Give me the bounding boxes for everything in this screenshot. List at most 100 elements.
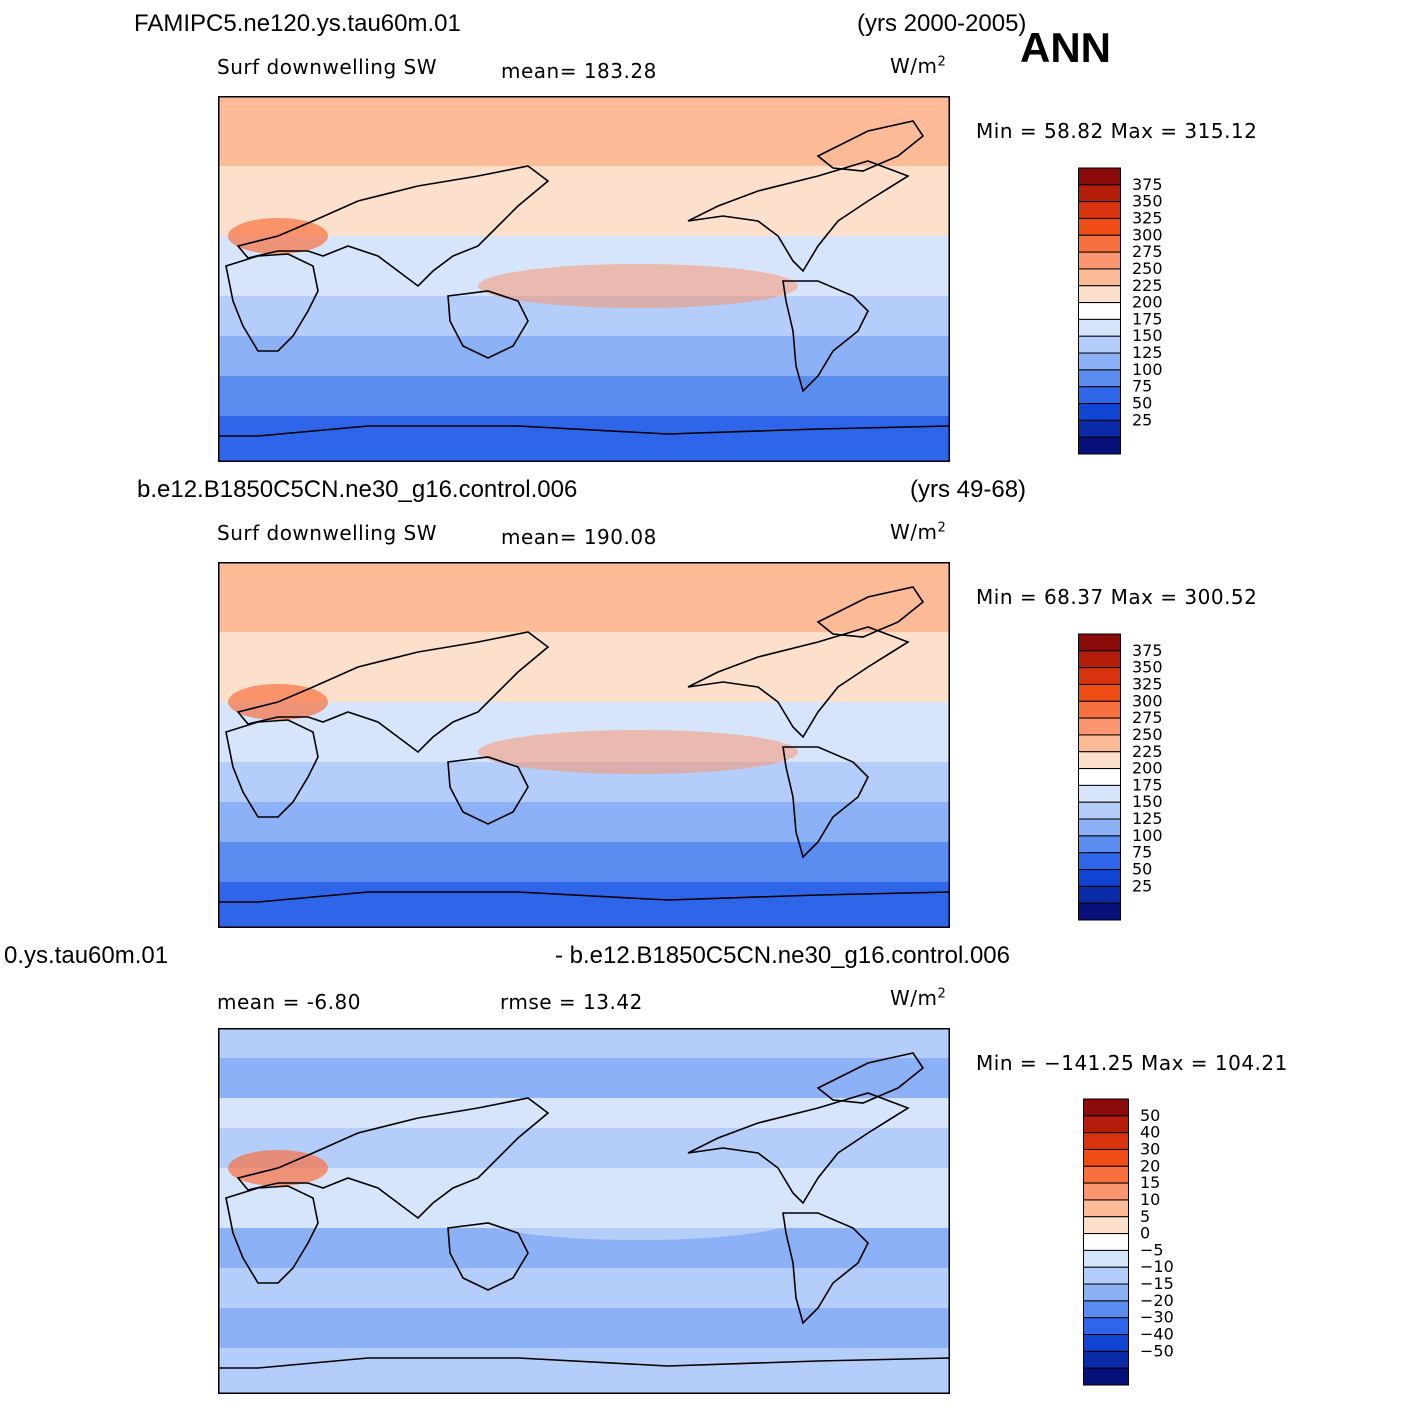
coastline (816, 120, 925, 172)
colorbar-tick-label: −40 (1140, 1325, 1174, 1344)
coastline (687, 626, 910, 739)
coastline (218, 425, 950, 462)
colorbar-box (1083, 1098, 1129, 1117)
coastline (218, 891, 950, 928)
colorbar-tick-label: 225 (1132, 276, 1163, 295)
colorbar-tick-label: 50 (1132, 860, 1152, 879)
colorbar-box (1078, 751, 1121, 770)
colorbar-tick-label: −30 (1140, 1308, 1174, 1327)
map-band (218, 336, 950, 376)
map-band (218, 1058, 950, 1098)
panel-3-mean: mean = -6.80 (217, 990, 361, 1014)
coastline (447, 756, 529, 825)
colorbar-box (1078, 650, 1121, 669)
colorbar-tick-label: 75 (1132, 843, 1152, 862)
colorbar-tick-label: 350 (1132, 658, 1163, 677)
colorbar-box (1078, 234, 1121, 253)
coastline (687, 1092, 910, 1205)
colorbar-tick-label: 175 (1132, 775, 1163, 794)
coastline (782, 280, 869, 393)
panel-2-years: (yrs 49-68) (910, 476, 1027, 503)
colorbar-box (1078, 302, 1121, 320)
colorbar-tick-label: 375 (1132, 175, 1163, 194)
map-band (218, 196, 950, 236)
colorbar-box (1078, 818, 1121, 837)
colorbar-box (1083, 1132, 1129, 1150)
colorbar-tick-label: 125 (1132, 343, 1163, 362)
colorbar-box (1078, 683, 1121, 702)
colorbar-tick-label: 275 (1132, 708, 1163, 727)
colorbar-box (1078, 734, 1121, 753)
map-band (218, 662, 950, 702)
colorbar-tick-label: −5 (1140, 1240, 1164, 1259)
colorbar-tick-label: 325 (1132, 208, 1163, 227)
colorbar-box (1083, 1283, 1129, 1302)
map-band (218, 1098, 950, 1128)
map-band (218, 1128, 950, 1168)
colorbar-tick-label: 250 (1132, 259, 1163, 278)
colorbar-box (1078, 667, 1121, 685)
colorbar-tick-label: 250 (1132, 725, 1163, 744)
colorbar-tick-label: 0 (1140, 1224, 1150, 1243)
colorbar-box (1078, 700, 1121, 719)
colorbar-tick-label: 300 (1132, 225, 1163, 244)
season-label: ANN (1020, 24, 1111, 71)
panel-3-case-name: 0.ys.tau60m.01 (4, 942, 169, 969)
colorbar-box (1078, 285, 1121, 304)
colorbar-tick-label: 125 (1132, 809, 1163, 828)
panel-1-minmax: Min = 58.82 Max = 315.12 (976, 119, 1258, 143)
panel-2-case-name: b.e12.B1850C5CN.ne30_g16.control.006 (137, 476, 578, 503)
colorbar-tick-label: 15 (1140, 1173, 1160, 1192)
map-band (218, 632, 950, 662)
map-band (218, 96, 950, 126)
colorbar-tick-label: 50 (1132, 394, 1152, 413)
coastline (447, 290, 529, 359)
colorbar-box (1078, 403, 1121, 421)
map-field-patch (478, 730, 798, 774)
colorbar-tick-label: 175 (1132, 309, 1163, 328)
colorbar-box (1078, 768, 1121, 786)
colorbar-box (1083, 1216, 1129, 1235)
panel-1-variable-title: Surf downwelling SW (217, 55, 437, 79)
coastline (225, 1185, 319, 1284)
colorbar-tick-label: 25 (1132, 876, 1152, 895)
panel-2-map (218, 562, 950, 928)
colorbar-box (1083, 1367, 1129, 1386)
colorbar-box (1078, 869, 1121, 887)
colorbar-box (1078, 717, 1121, 736)
colorbar-box (1083, 1182, 1129, 1201)
colorbar-box (1083, 1266, 1129, 1285)
colorbar-box (1078, 784, 1121, 803)
colorbar-box (1083, 1300, 1129, 1319)
panel-1-units: W/m2 (890, 54, 947, 78)
colorbar-box (1078, 633, 1121, 652)
coastline (236, 631, 550, 754)
colorbar-box (1078, 835, 1121, 854)
colorbar-box (1078, 217, 1121, 236)
panel-3-minmax: Min = −141.25 Max = 104.21 (976, 1051, 1288, 1075)
coastline (816, 586, 925, 638)
panel-1-map (218, 96, 950, 462)
map-band (218, 126, 950, 166)
map-band (218, 1308, 950, 1348)
colorbar-box (1078, 369, 1121, 388)
map-band (218, 376, 950, 416)
panel-3-units: W/m2 (890, 986, 947, 1010)
colorbar-tick-label: 100 (1132, 360, 1163, 379)
panel-1-colorbar: 3753503253002752502252001751501251007550… (1078, 167, 1163, 455)
colorbar-tick-label: 375 (1132, 641, 1163, 660)
panel-3-rmse: rmse = 13.42 (500, 990, 643, 1014)
map-band (218, 1348, 950, 1394)
map-band (218, 1268, 950, 1308)
colorbar-tick-label: 350 (1132, 192, 1163, 211)
map-band (218, 592, 950, 632)
map-frame (218, 96, 950, 462)
colorbar-box (1078, 436, 1121, 455)
colorbar-box (1078, 167, 1121, 186)
map-field-patch (478, 264, 798, 308)
coastline (782, 1212, 869, 1325)
colorbar-box (1083, 1199, 1129, 1218)
map-band (218, 802, 950, 842)
map-field-patch (478, 1196, 798, 1240)
panel-2-colorbar: 3753503253002752502252001751501251007550… (1078, 633, 1163, 921)
